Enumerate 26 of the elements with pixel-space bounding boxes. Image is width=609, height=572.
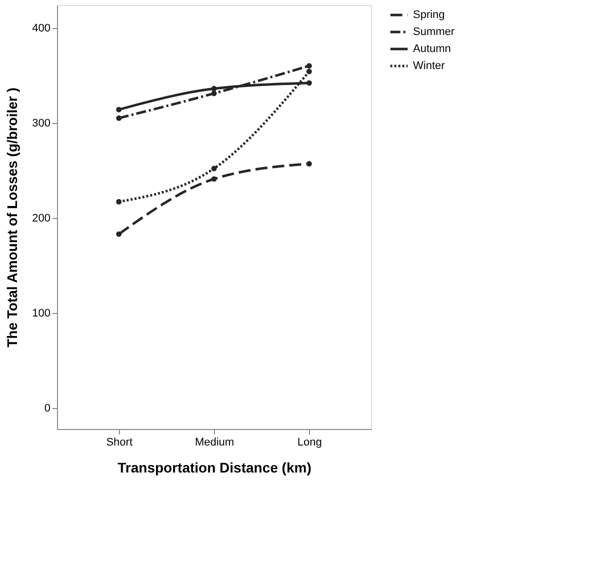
x-tick-label: Long [297, 436, 322, 448]
point [116, 115, 122, 121]
legend-label: Spring [413, 9, 445, 21]
point [116, 199, 122, 205]
point [211, 90, 217, 96]
x-tick-label: Short [106, 436, 132, 448]
point [306, 161, 312, 166]
x-tick-label: Medium [194, 436, 234, 448]
legend-label: Autumn [413, 43, 451, 55]
y-tick-label: 100 [32, 308, 50, 320]
x-axis-title: Transportation Distance (km) [118, 460, 312, 476]
point [306, 68, 312, 74]
y-tick-label: 200 [32, 212, 50, 224]
point [306, 80, 312, 86]
point [116, 106, 122, 112]
point [211, 176, 217, 182]
legend-label: Summer [413, 26, 455, 38]
y-tick-label: 400 [32, 22, 50, 34]
point [306, 63, 312, 69]
y-tick-label: 300 [32, 117, 50, 130]
point [116, 231, 122, 237]
y-tick-label: 0 [44, 402, 50, 415]
y-axis-title: The Total Amount of Losses (g/broiler ) [4, 88, 20, 348]
legend-label: Winter [413, 60, 446, 72]
point [211, 166, 217, 172]
point [211, 86, 217, 92]
